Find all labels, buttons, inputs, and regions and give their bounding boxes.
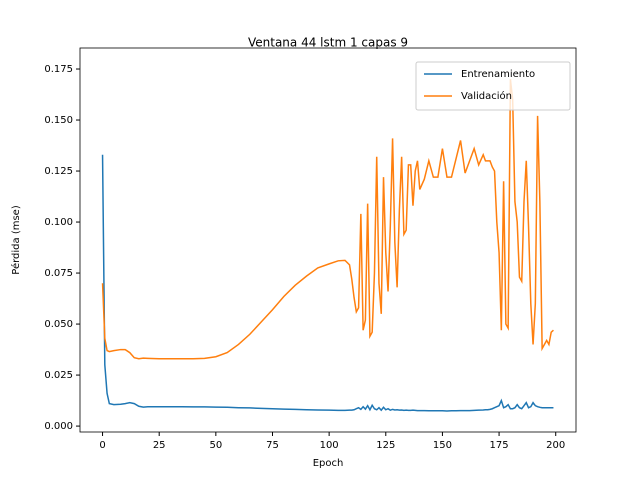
x-tick-label: 0 bbox=[99, 440, 105, 451]
x-tick-label: 25 bbox=[153, 440, 166, 451]
y-tick-label: 0.075 bbox=[44, 268, 73, 279]
y-axis-label: Pérdida (mse) bbox=[10, 205, 22, 275]
line-series bbox=[101, 154, 554, 412]
legend-box bbox=[415, 61, 571, 111]
y-tick-label: 0.050 bbox=[44, 319, 73, 330]
x-tick-label: 125 bbox=[376, 440, 395, 451]
x-tick-label: 200 bbox=[546, 440, 565, 451]
x-tick-label: 75 bbox=[266, 440, 279, 451]
y-tick-label: 0.125 bbox=[44, 166, 73, 177]
y-tick-label: 0.175 bbox=[44, 64, 73, 75]
x-tick-label: 50 bbox=[209, 440, 222, 451]
x-axis-label: Epoch bbox=[313, 458, 344, 469]
y-tick-label: 0.000 bbox=[44, 421, 73, 432]
y-tick-label: 0.150 bbox=[44, 115, 73, 126]
legend-label: Entrenamiento bbox=[461, 69, 535, 80]
legend-label: Validación bbox=[461, 90, 512, 102]
x-tick-label: 100 bbox=[320, 440, 339, 451]
plot-frame bbox=[79, 47, 577, 433]
x-tick-label: 150 bbox=[433, 440, 452, 451]
x-tick-label: 175 bbox=[490, 440, 509, 451]
y-tick-label: 0.025 bbox=[44, 370, 73, 381]
chart-title: Ventana 44 lstm 1 capas 9 bbox=[248, 36, 408, 50]
line-series bbox=[101, 79, 554, 360]
y-tick-label: 0.100 bbox=[44, 217, 73, 228]
